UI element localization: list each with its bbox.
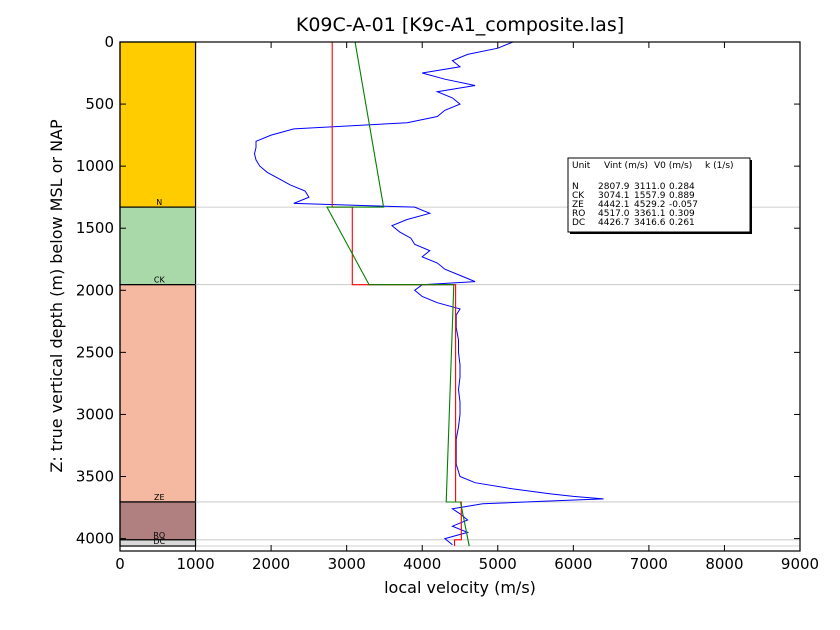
y-tick-label: 1500 <box>76 219 114 237</box>
x-tick-label: 6000 <box>554 555 592 573</box>
chart-title: K09C-A-01 [K9c-A1_composite.las] <box>296 14 624 36</box>
linear-trend-line <box>326 41 470 547</box>
x-axis: 0 1000 2000 3000 4000 5000 6000 7000 8000 9000 <box>115 42 819 573</box>
y-axis-label: Z: true vertical depth (m) below MSL or … <box>47 119 66 473</box>
table-cell: 0.261 <box>669 218 695 228</box>
table-cell: DC <box>572 218 585 228</box>
x-tick-label: 9000 <box>781 555 819 573</box>
y-tick-label: 3000 <box>76 405 114 423</box>
x-tick-label: 3000 <box>328 555 366 573</box>
unit-ze-label: ZE <box>154 493 165 502</box>
table-cell: 0.309 <box>669 209 695 219</box>
unit-ro-label: RO <box>153 531 165 540</box>
x-tick-label: 4000 <box>403 555 441 573</box>
table-cell: 2807.9 <box>598 182 630 192</box>
table-cell: 4517.0 <box>598 209 630 219</box>
table-header: Vint (m/s) <box>604 161 648 171</box>
x-tick-label: 0 <box>115 555 125 573</box>
y-axis: 0 500 1000 1500 2000 2500 3000 3500 4000 <box>76 33 800 548</box>
velocity-table: Unit Vint (m/s) V0 (m/s) k (1/s) N 2807.9 3111… <box>567 157 752 234</box>
table-header: V0 (m/s) <box>654 161 692 171</box>
table-cell: -0.057 <box>669 200 698 210</box>
table-cell: 4442.1 <box>598 200 630 210</box>
table-cell: 1557.9 <box>634 191 666 201</box>
table-cell: CK <box>572 191 585 201</box>
table-cell: RO <box>572 209 585 219</box>
y-tick-label: 4000 <box>76 530 114 548</box>
unit-ck-label: CK <box>154 276 166 285</box>
table-cell: 0.889 <box>669 191 695 201</box>
x-tick-label: 7000 <box>630 555 668 573</box>
table-cell: 3074.1 <box>598 191 630 201</box>
y-tick-label: 0 <box>104 33 114 51</box>
x-tick-label: 1000 <box>176 555 214 573</box>
table-cell: N <box>572 182 579 192</box>
unit-dc-label: DC <box>153 537 165 546</box>
y-tick-label: 1000 <box>76 157 114 175</box>
table-cell: 3361.1 <box>634 209 666 219</box>
table-header: k (1/s) <box>705 161 734 171</box>
table-header: Unit <box>572 161 591 171</box>
interval-velocity-line <box>331 42 462 546</box>
table-cell: 0.284 <box>669 182 695 192</box>
y-tick-label: 500 <box>85 95 114 113</box>
unit-n-block <box>119 41 197 208</box>
x-tick-label: 2000 <box>252 555 290 573</box>
unit-ze-block <box>119 284 197 503</box>
velocity-log-line <box>253 41 604 546</box>
table-cell: ZE <box>572 200 584 210</box>
y-tick-label: 3500 <box>76 468 114 486</box>
unit-ck-block <box>119 206 197 286</box>
y-tick-label: 2500 <box>76 343 114 361</box>
table-cell: 4426.7 <box>598 218 630 228</box>
y-tick-label: 2000 <box>76 281 114 299</box>
table-cell: 3111.0 <box>634 182 666 192</box>
table-cell: 4529.2 <box>634 200 666 210</box>
x-tick-label: 8000 <box>705 555 743 573</box>
unit-n-label: N <box>156 198 162 207</box>
table-cell: 3416.6 <box>634 218 666 228</box>
plot-area <box>195 41 800 547</box>
x-axis-label: local velocity (m/s) <box>384 578 536 597</box>
plot-frame <box>119 41 801 552</box>
table-box <box>567 157 751 233</box>
x-tick-label: 5000 <box>479 555 517 573</box>
